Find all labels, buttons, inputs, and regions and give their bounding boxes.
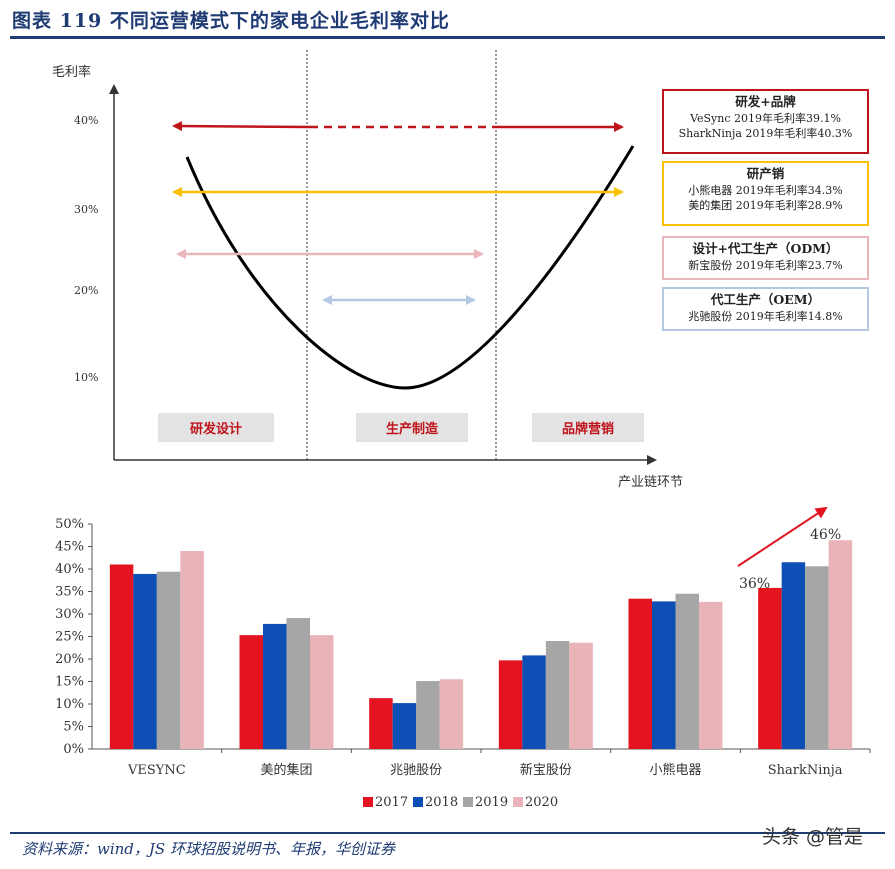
legend-label: 2019	[475, 795, 508, 810]
y-tick-label: 25%	[55, 630, 84, 645]
stage-label-production: 生产制造	[356, 413, 468, 442]
bar	[699, 601, 723, 749]
x-tick-label: 兆驰股份	[390, 763, 442, 778]
bar	[109, 564, 134, 749]
x-tick-label: VESYNC	[127, 763, 186, 778]
model-box-oem: 代工生产（OEM） 兆驰股份 2019年毛利率14.8%	[662, 287, 869, 331]
bar	[675, 593, 699, 749]
model-box-line: 兆驰股份 2019年毛利率14.8%	[688, 310, 843, 323]
stage-label-rd: 研发设计	[158, 413, 274, 442]
annotation-end-label: 46%	[810, 527, 841, 543]
model-box-title: 设计+代工生产（ODM）	[692, 241, 839, 256]
stage-label-marketing: 品牌营销	[532, 413, 644, 442]
bar	[369, 698, 393, 749]
bar	[310, 635, 334, 749]
bar-chart-bars	[109, 540, 853, 749]
watermark: 头条 @管是	[762, 826, 864, 848]
bar	[156, 571, 181, 749]
bar-chart-axes: 0% 5% 10% 15% 20% 25% 30% 35% 40% 45% 50%	[55, 517, 871, 757]
bar	[133, 573, 157, 749]
x-tick-label: 美的集团	[260, 762, 312, 778]
stage-label-text: 品牌营销	[562, 421, 614, 437]
x-axis-label: 产业链环节	[618, 475, 683, 490]
bar	[180, 551, 204, 749]
bar-chart-categories: VESYNC 美的集团 兆驰股份 新宝股份 小熊电器 SharkNinja	[127, 762, 843, 778]
bar	[498, 660, 523, 749]
figure-title: 图表 119 不同运营模式下的家电企业毛利率对比	[12, 10, 450, 32]
model-box-title: 研产销	[746, 166, 785, 181]
legend-label: 2017	[375, 795, 408, 810]
y-tick-label: 20%	[74, 284, 98, 297]
legend-swatch	[513, 797, 523, 807]
legend-swatch	[413, 797, 423, 807]
bar	[805, 566, 829, 749]
smile-curve	[185, 145, 635, 390]
bottom-rule	[10, 832, 885, 834]
model-box-odm: 设计+代工生产（ODM） 新宝股份 2019年毛利率23.7%	[662, 236, 869, 280]
model-box-rd-prod-sales: 研产销 小熊电器 2019年毛利率34.3% 美的集团 2019年毛利率28.9…	[662, 161, 869, 226]
y-tick-label: 20%	[55, 652, 84, 667]
x-tick-label: 新宝股份	[520, 762, 572, 778]
bar	[781, 562, 806, 749]
arrow-rd-brand	[172, 121, 311, 132]
x-tick-label: 小熊电器	[649, 762, 701, 778]
legend-label: 2020	[525, 795, 558, 810]
bar	[439, 679, 464, 749]
stage-label-text: 研发设计	[190, 421, 242, 437]
bar	[392, 703, 417, 749]
model-box-line: SharkNinja 2019年毛利率40.3%	[678, 127, 853, 140]
bar	[545, 641, 570, 749]
y-tick-label: 45%	[55, 540, 84, 555]
model-box-line: 新宝股份 2019年毛利率23.7%	[688, 259, 843, 272]
y-tick-label: 5%	[63, 720, 84, 735]
y-tick-label: 30%	[74, 203, 98, 216]
y-tick-label: 10%	[55, 697, 84, 712]
legend-label: 2018	[425, 795, 458, 810]
y-tick-label: 40%	[74, 114, 98, 127]
bar-chart-legend: 2017 2018 2019 2020	[363, 795, 558, 810]
annotation-start-label: 36%	[739, 576, 770, 592]
bar	[239, 635, 263, 749]
model-box-line: 小熊电器 2019年毛利率34.3%	[688, 184, 843, 197]
model-box-line: 美的集团 2019年毛利率28.9%	[688, 199, 843, 212]
y-tick-label: 0%	[63, 742, 84, 757]
y-tick-label: 35%	[55, 585, 84, 600]
bar	[828, 540, 853, 749]
model-box-rd-brand: 研发+品牌 VeSync 2019年毛利率39.1% SharkNinja 20…	[662, 89, 869, 154]
y-tick-label: 15%	[55, 675, 84, 690]
bar	[286, 618, 310, 749]
y-tick-label: 30%	[55, 607, 84, 622]
y-tick-label: 40%	[55, 562, 84, 577]
model-box-line: VeSync 2019年毛利率39.1%	[690, 112, 841, 125]
legend-swatch	[363, 797, 373, 807]
bar	[569, 642, 593, 749]
trend-arrow	[737, 506, 828, 567]
y-axis-label: 毛利率	[52, 64, 91, 80]
title-rule	[10, 36, 885, 39]
bar	[263, 623, 287, 749]
model-box-title: 研发+品牌	[735, 94, 796, 109]
stage-label-text: 生产制造	[386, 421, 439, 437]
source-note: 资料来源：wind，JS 环球招股说明书、年报，华创证券	[22, 840, 395, 858]
x-tick-label: SharkNinja	[768, 763, 843, 778]
bar	[758, 587, 782, 749]
y-tick-label: 10%	[74, 371, 98, 384]
bar	[628, 598, 652, 749]
legend-swatch	[463, 797, 473, 807]
bar	[416, 681, 440, 749]
y-tick-label: 50%	[55, 517, 84, 532]
bar	[522, 655, 546, 749]
model-box-title: 代工生产（OEM）	[710, 292, 821, 307]
bar	[652, 601, 676, 749]
